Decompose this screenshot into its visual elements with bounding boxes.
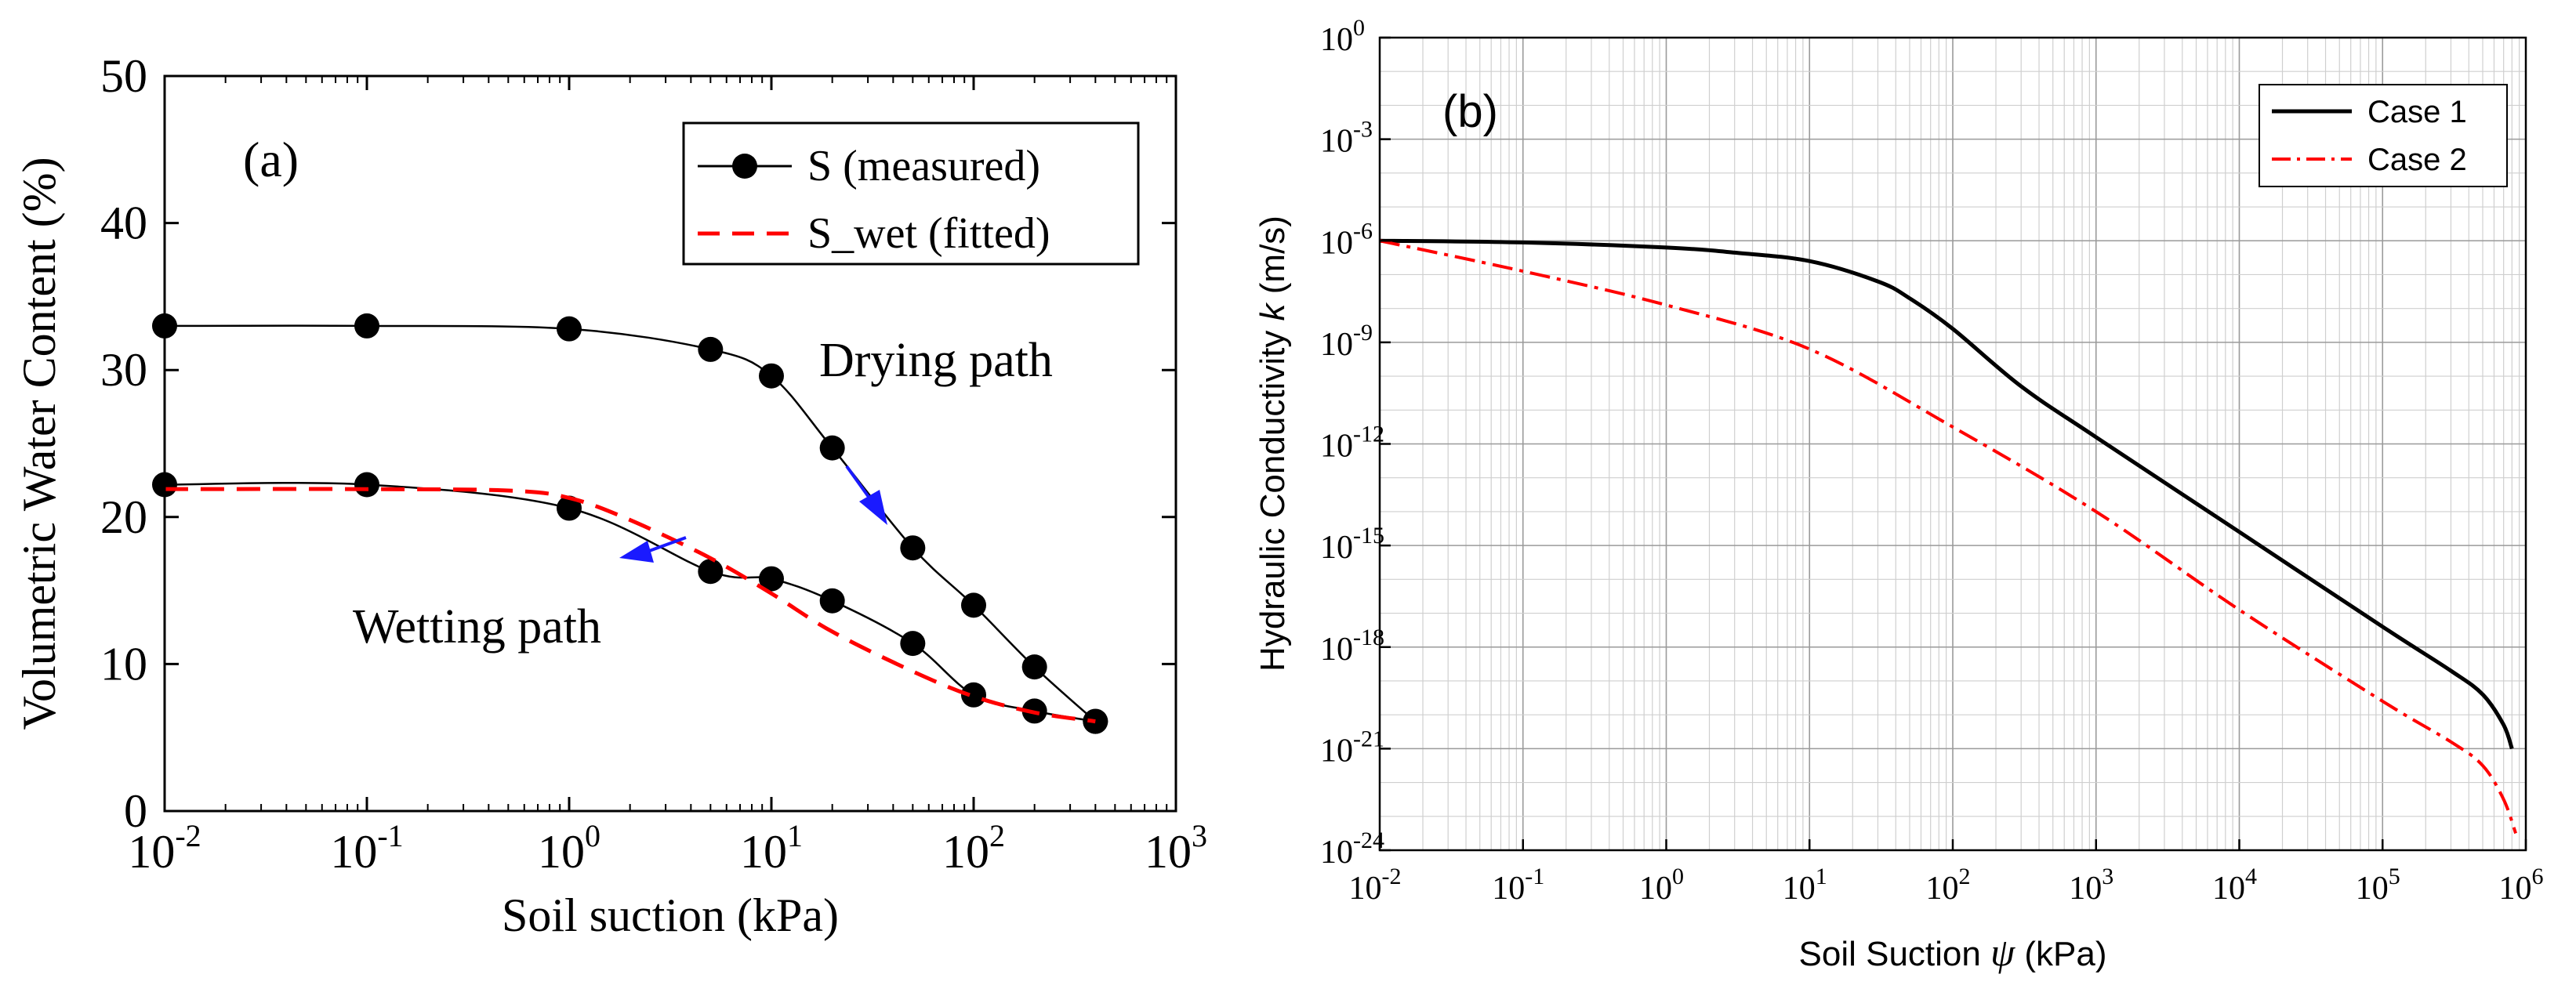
chart-a-point-drying-1 bbox=[354, 313, 379, 339]
chart-b-x-tick-label: 103 bbox=[2069, 864, 2113, 907]
chart-b-legend-label-case1: Case 1 bbox=[2367, 95, 2467, 129]
chart-a-point-wetting-3 bbox=[698, 559, 724, 585]
chart-a-y-tick-label: 10 bbox=[100, 638, 147, 690]
chart-b-series-layer bbox=[1379, 238, 2517, 835]
chart-a-x-tick-label: 102 bbox=[942, 818, 1005, 878]
chart-a-x-tick-label: 103 bbox=[1145, 818, 1207, 878]
chart-b-x-tick-label: 102 bbox=[1926, 864, 1971, 907]
chart-a-x-tick-label: 10-1 bbox=[330, 818, 403, 878]
chart-b-grid bbox=[1379, 37, 2526, 851]
chart-b-legend: Case 1 Case 2 bbox=[2259, 84, 2508, 187]
chart-b-y-tick-label: 10-12 bbox=[1320, 422, 1384, 465]
chart-a-plot-frame bbox=[163, 74, 1177, 813]
chart-a-y-axis-title: Volumetric Water Content (%) bbox=[13, 157, 65, 730]
chart-a-point-wetting-2 bbox=[557, 495, 582, 521]
chart-a-point-wetting-6 bbox=[900, 631, 926, 657]
chart-a-y-tick-label: 20 bbox=[100, 491, 147, 543]
chart-b-y-tick-label: 10-3 bbox=[1320, 117, 1373, 160]
chart-a-wetting-arrow bbox=[619, 536, 687, 563]
chart-a-point-drying-2 bbox=[557, 316, 582, 342]
chart-a-ticks: 10-2 10-1 100 101 102 103 0 10 20 30 40 50 bbox=[100, 50, 1207, 878]
chart-a-legend-marker-measured bbox=[732, 154, 757, 179]
chart-a-legend-label-measured: S (measured) bbox=[807, 142, 1040, 190]
chart-b-x-tick-label: 100 bbox=[1639, 864, 1684, 907]
chart-a-point-drying-3 bbox=[698, 336, 724, 362]
chart-a-y-tick-label: 30 bbox=[100, 344, 147, 396]
chart-a-panel-label: (a) bbox=[243, 132, 299, 187]
chart-b-x-tick-label: 10-2 bbox=[1349, 864, 1402, 907]
chart-b-legend-box bbox=[2259, 84, 2508, 187]
chart-a-x-axis-title: Soil suction (kPa) bbox=[502, 889, 839, 941]
chart-b: 10-2 10-1 100 101 102 103 104 105 106 10-24 10-21 1… bbox=[1254, 15, 2544, 974]
chart-a-point-wetting-4 bbox=[759, 566, 784, 592]
chart-a-annotation-wetting: Wetting path bbox=[353, 600, 601, 654]
chart-a-point-drying-7 bbox=[961, 592, 986, 618]
chart-a-point-wetting-7 bbox=[961, 682, 986, 708]
chart-a-y-tick-label: 40 bbox=[100, 197, 147, 249]
chart-a-point-wetting-9 bbox=[1083, 708, 1108, 734]
chart-a-y-tick-label: 0 bbox=[124, 785, 147, 837]
chart-b-x-axis-title: Soil Suction ψ (kPa) bbox=[1799, 930, 2107, 974]
chart-b-x-tick-label: 101 bbox=[1783, 864, 1827, 907]
chart-b-ticks: 10-2 10-1 100 101 102 103 104 105 106 10-24 10-21 1… bbox=[1320, 15, 2544, 907]
chart-b-y-axis-title: Hydraulic Conductivity k (m/s) bbox=[1254, 215, 1292, 672]
chart-a-annotation-drying: Drying path bbox=[819, 334, 1053, 387]
chart-b-x-tick-label: 106 bbox=[2499, 864, 2544, 907]
chart-b-legend-label-case2: Case 2 bbox=[2367, 143, 2467, 177]
chart-b-x-tick-label: 104 bbox=[2212, 864, 2257, 907]
chart-a-point-drying-8 bbox=[1021, 654, 1047, 680]
chart-a-drying-arrow bbox=[845, 465, 887, 525]
chart-b-y-tick-label: 10-6 bbox=[1320, 218, 1373, 261]
chart-a-x-tick-label: 10-2 bbox=[128, 818, 201, 878]
chart-a-point-drying-6 bbox=[900, 535, 926, 561]
chart-a-y-tick-label: 50 bbox=[100, 50, 147, 102]
chart-b-y-tick-label: 10-18 bbox=[1320, 625, 1384, 668]
chart-a-x-tick-label: 100 bbox=[538, 818, 600, 878]
chart-a-legend-label-fitted: S_wet (fitted) bbox=[807, 209, 1050, 258]
chart-b-y-tick-label: 100 bbox=[1320, 15, 1365, 58]
chart-a-point-wetting-5 bbox=[819, 588, 845, 614]
chart-b-panel-label: (b) bbox=[1442, 86, 1498, 137]
chart-a-legend-box bbox=[682, 121, 1140, 266]
chart-b-y-tick-label: 10-24 bbox=[1320, 827, 1384, 871]
chart-b-y-tick-label: 10-15 bbox=[1320, 523, 1384, 566]
chart-b-line-case2 bbox=[1379, 239, 2517, 835]
chart-b-x-tick-label: 10-1 bbox=[1492, 864, 1544, 907]
chart-a-point-drying-5 bbox=[819, 435, 845, 461]
chart-b-x-tick-label: 105 bbox=[2356, 864, 2400, 907]
chart-a-x-tick-label: 101 bbox=[740, 818, 803, 878]
chart-a-series-layer bbox=[152, 313, 1108, 734]
chart-b-y-tick-label: 10-9 bbox=[1320, 320, 1373, 363]
chart-a: 10-2 10-1 100 101 102 103 0 10 20 30 40 50 (a) Dryi… bbox=[13, 50, 1207, 941]
chart-a-point-wetting-1 bbox=[354, 472, 379, 498]
chart-a-legend: S (measured) S_wet (fitted) bbox=[682, 121, 1140, 266]
chart-b-line-case1 bbox=[1379, 238, 2514, 750]
chart-a-point-drying-4 bbox=[759, 363, 784, 389]
chart-b-y-tick-label: 10-21 bbox=[1320, 726, 1384, 769]
chart-a-line-fitted bbox=[164, 487, 1096, 724]
